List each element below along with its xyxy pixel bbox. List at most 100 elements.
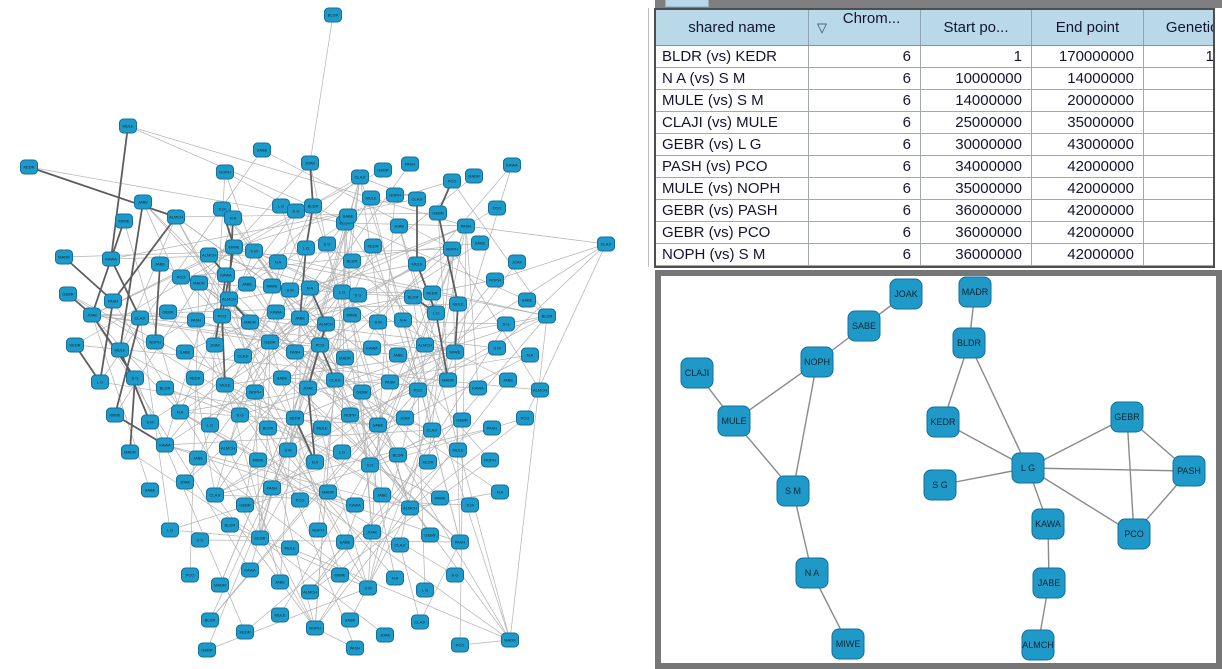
graph-node[interactable]: L G [333, 444, 351, 460]
graph-node[interactable]: JABE [134, 194, 152, 210]
graph-node[interactable]: GEBR [59, 286, 77, 302]
graph-node[interactable]: MIWE [331, 567, 349, 583]
cell-start_point[interactable]: 1 [920, 45, 1032, 68]
cell-start_point[interactable]: 35000000 [920, 177, 1032, 200]
graph-node[interactable]: BLDR [343, 253, 361, 269]
graph-node[interactable]: JOAK [376, 627, 394, 643]
graph-node[interactable]: BLDR [221, 517, 239, 533]
graph-node[interactable]: BLDR [304, 198, 322, 214]
graph-node[interactable]: NOPH [306, 620, 324, 636]
table-row[interactable]: GEBR (vs) L G6300000004300000016.9 [656, 133, 1213, 156]
graph-node[interactable]: S G [349, 287, 367, 303]
graph-node[interactable]: BLDR [404, 289, 422, 305]
graph-node-pash[interactable]: PASH [1172, 455, 1206, 487]
graph-node[interactable]: GEBR [429, 205, 447, 221]
graph-node[interactable]: MULE [271, 607, 289, 623]
graph-node[interactable]: MIWE [115, 213, 133, 229]
graph-node[interactable]: MADR [55, 249, 73, 265]
graph-node[interactable]: MULE [408, 256, 426, 272]
graph-node[interactable]: KEDR [364, 238, 382, 254]
graph-node[interactable]: JOAK [83, 307, 101, 323]
graph-node[interactable]: PASH [451, 534, 469, 550]
graph-node[interactable]: MIWE [106, 407, 124, 423]
toolbar-tab-fragment[interactable] [665, 0, 709, 7]
graph-node[interactable]: PASH [286, 344, 304, 360]
graph-node[interactable]: MIWE [446, 344, 464, 360]
graph-node-miwe[interactable]: MIWE [831, 628, 865, 660]
graph-node[interactable]: S M [281, 282, 299, 298]
graph-node[interactable]: MIWE [263, 278, 281, 294]
graph-node[interactable]: CLAJI [326, 372, 344, 388]
graph-node[interactable]: PCO [291, 492, 309, 508]
graph-node[interactable]: MULE [119, 118, 137, 134]
cell-start_point[interactable]: 25000000 [920, 111, 1032, 134]
graph-node[interactable]: MIWE [225, 239, 243, 255]
cell-chromosome[interactable]: 6 [808, 133, 921, 156]
cell-start_point[interactable]: 30000000 [920, 133, 1032, 156]
graph-node-claji[interactable]: CLAJI [680, 357, 714, 389]
cell-end_point[interactable]: 42000000 [1031, 243, 1144, 266]
graph-node[interactable]: KEDR [236, 624, 254, 640]
graph-node-bldr[interactable]: BLDR [952, 327, 986, 359]
column-header-shared_name[interactable]: shared name [656, 10, 809, 46]
cell-chromosome[interactable]: 6 [808, 111, 921, 134]
graph-node[interactable]: JOAK [396, 410, 414, 426]
graph-node[interactable]: ALMCH [167, 209, 185, 225]
graph-node[interactable]: S M [369, 314, 387, 330]
graph-node[interactable]: S G [287, 203, 305, 219]
graph-node[interactable]: JABE [291, 310, 309, 326]
graph-node[interactable]: MULE [216, 377, 234, 393]
graph-node[interactable]: KAWA [346, 497, 364, 513]
cell-genetic[interactable]: 11.4 [1143, 155, 1213, 178]
cell-start_point[interactable]: 36000000 [920, 243, 1032, 266]
graph-node-kedr[interactable]: KEDR [926, 406, 960, 438]
graph-node[interactable]: N A [301, 280, 319, 296]
cell-genetic[interactable]: 5.9 [1143, 111, 1213, 134]
graph-node[interactable]: KAWA [267, 304, 285, 320]
cell-shared_name[interactable]: NOPH (vs) S M [656, 243, 809, 266]
graph-node[interactable]: L G [201, 417, 219, 433]
cell-shared_name[interactable]: GEBR (vs) PASH [656, 199, 809, 222]
graph-node[interactable]: MULE [313, 420, 331, 436]
graph-node[interactable]: MADR [319, 484, 337, 500]
graph-node[interactable]: SABE [518, 292, 536, 308]
graph-node[interactable]: PASH [187, 312, 205, 328]
graph-node[interactable]: ALMCH [301, 584, 319, 600]
cell-genetic[interactable]: 8.9 [1143, 199, 1213, 222]
graph-node[interactable]: N A [269, 254, 287, 270]
graph-node[interactable]: S G [497, 316, 515, 332]
graph-node[interactable]: BLDR [201, 612, 219, 628]
graph-node[interactable]: CLAJI [206, 487, 224, 503]
table-row[interactable]: NOPH (vs) S M636000000420000009.9 [656, 243, 1213, 266]
graph-node[interactable]: ALMCH [220, 291, 238, 307]
graph-node-kawa[interactable]: KAWA [1031, 508, 1065, 540]
cell-chromosome[interactable]: 6 [808, 89, 921, 112]
filter-icon[interactable]: ▽ [817, 20, 827, 35]
graph-node[interactable]: JOAK [206, 337, 224, 353]
graph-node[interactable]: N A [224, 210, 242, 226]
graph-node[interactable]: BLDR [259, 420, 277, 436]
cell-chromosome[interactable]: 6 [808, 67, 921, 90]
graph-node[interactable]: N A [394, 312, 412, 328]
graph-node[interactable]: NOPH [146, 334, 164, 350]
graph-node[interactable]: CLAJI [597, 236, 615, 252]
table-row[interactable]: GEBR (vs) PCO636000000420000008.4 [656, 221, 1213, 244]
graph-node[interactable]: N A [386, 570, 404, 586]
graph-node[interactable]: SABE [273, 370, 291, 386]
graph-node[interactable]: ALMCH [317, 316, 335, 332]
graph-node[interactable]: S M [461, 497, 479, 513]
graph-node[interactable]: L G [297, 240, 315, 256]
cell-genetic[interactable]: 6.6 [1143, 67, 1213, 90]
graph-node[interactable]: N A [171, 404, 189, 420]
graph-node[interactable]: MADR [241, 314, 259, 330]
cell-shared_name[interactable]: N A (vs) S M [656, 67, 809, 90]
graph-node[interactable]: KEDR [186, 370, 204, 386]
graph-node-pco[interactable]: PCO [1117, 518, 1151, 550]
cell-genetic[interactable]: 16.9 [1143, 133, 1213, 156]
graph-node[interactable]: JOAK [508, 254, 526, 270]
cell-chromosome[interactable]: 6 [808, 177, 921, 200]
graph-node[interactable]: SABE [141, 482, 159, 498]
graph-node[interactable]: JABE [373, 487, 391, 503]
column-header-genetic[interactable]: Genetic... [1143, 10, 1213, 46]
graph-node[interactable]: NOPH [309, 522, 327, 538]
